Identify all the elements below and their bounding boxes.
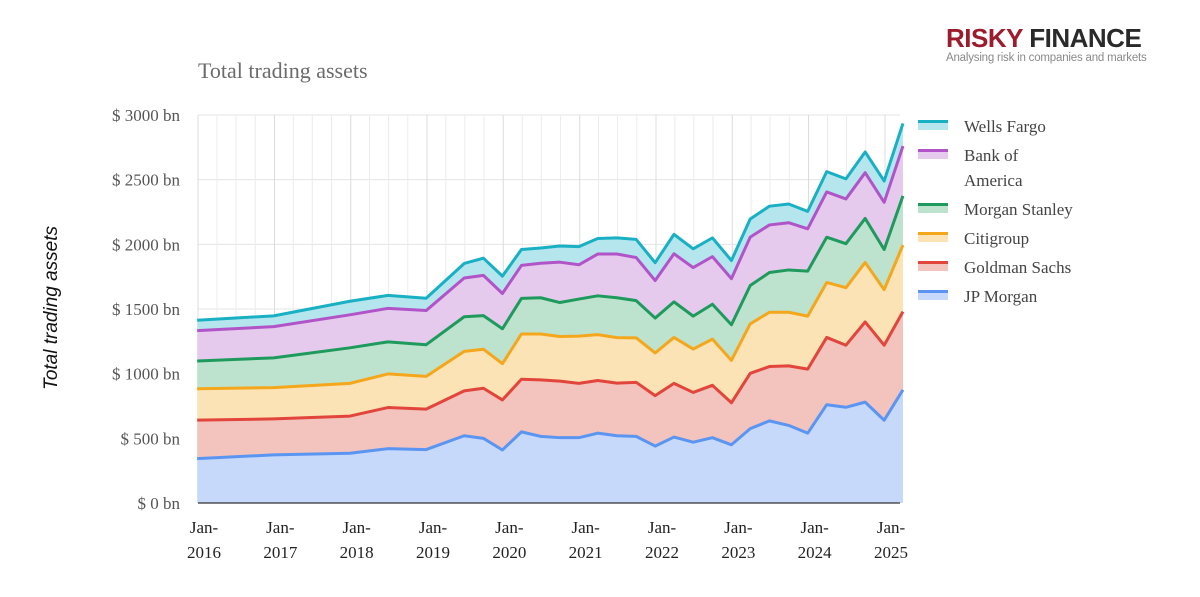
x-tick-label: Jan- xyxy=(801,518,830,537)
x-tick-label: Jan- xyxy=(190,518,219,537)
legend-swatch xyxy=(918,290,948,300)
y-tick-label: $ 3000 bn xyxy=(112,106,181,125)
x-tick-label: 2018 xyxy=(340,543,374,562)
x-tick-label: 2021 xyxy=(569,543,603,562)
x-tick-label: 2017 xyxy=(263,543,298,562)
legend-item: Goldman Sachs xyxy=(918,255,1098,280)
x-tick-label: 2023 xyxy=(721,543,755,562)
chart-legend: Wells Fargo Bank of America Morgan Stanley… xyxy=(918,114,1098,313)
legend-label: Citigroup xyxy=(964,226,1074,251)
x-tick-label: Jan- xyxy=(266,518,295,537)
legend-swatch xyxy=(918,149,948,159)
legend-label: Wells Fargo xyxy=(964,114,1074,139)
legend-swatch xyxy=(918,232,948,242)
legend-item: Bank of America xyxy=(918,143,1098,193)
y-tick-label: $ 1500 bn xyxy=(112,300,181,319)
x-tick-label: Jan- xyxy=(495,518,524,537)
legend-swatch xyxy=(918,120,948,130)
x-tick-label: 2022 xyxy=(645,543,679,562)
y-tick-label: $ 500 bn xyxy=(121,429,181,448)
legend-item: Wells Fargo xyxy=(918,114,1098,139)
x-tick-label: Jan- xyxy=(724,518,753,537)
y-tick-label: $ 2500 bn xyxy=(112,171,181,190)
y-tick-label: $ 1000 bn xyxy=(112,365,181,384)
legend-item: Morgan Stanley xyxy=(918,197,1098,222)
legend-swatch xyxy=(918,203,948,213)
x-tick-label: Jan- xyxy=(419,518,448,537)
x-tick-label: 2020 xyxy=(492,543,526,562)
x-tick-label: 2024 xyxy=(798,543,833,562)
legend-label: Bank of America xyxy=(964,143,1074,193)
legend-label: JP Morgan xyxy=(964,284,1074,309)
x-tick-label: 2019 xyxy=(416,543,450,562)
legend-label: Goldman Sachs xyxy=(964,255,1074,280)
y-tick-label: $ 2000 bn xyxy=(112,235,181,254)
legend-item: Citigroup xyxy=(918,226,1098,251)
x-tick-label: 2025 xyxy=(874,543,908,562)
legend-swatch xyxy=(918,261,948,271)
x-tick-label: Jan- xyxy=(343,518,372,537)
y-tick-label: $ 0 bn xyxy=(138,494,181,513)
x-tick-label: Jan- xyxy=(572,518,601,537)
legend-label: Morgan Stanley xyxy=(964,197,1074,222)
x-tick-label: Jan- xyxy=(877,518,906,537)
x-tick-label: 2016 xyxy=(187,543,221,562)
x-tick-label: Jan- xyxy=(648,518,677,537)
legend-item: JP Morgan xyxy=(918,284,1098,309)
